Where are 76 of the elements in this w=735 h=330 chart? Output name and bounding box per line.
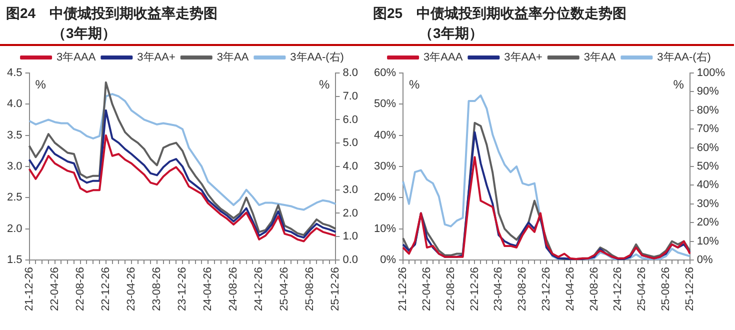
y2-tick-label: 60% — [696, 142, 720, 154]
x-tick-label: 25-12-26 — [330, 266, 342, 312]
chart-title: 图25 中债城投到期收益率分位数走势图 — [373, 4, 628, 23]
y2-tick-label: 40% — [696, 179, 720, 192]
y-tick-label: 60% — [374, 67, 396, 80]
legend-label: 3年AA+ — [504, 52, 542, 64]
y2-tick-label: 1.0 — [342, 230, 358, 243]
x-tick-label: 22-12-26 — [468, 266, 481, 312]
y2-tick-label: 30% — [696, 198, 720, 210]
x-tick-label: 22-08-26 — [444, 266, 457, 312]
x-tick-label: 25-08-26 — [304, 266, 316, 312]
x-tick-label: 22-12-26 — [100, 266, 112, 312]
y2-tick-label: 10% — [696, 235, 720, 248]
legend-label: 3年AA-(右) — [290, 52, 344, 64]
x-tick-label: 24-08-26 — [228, 266, 240, 312]
x-tick-label: 21-12-26 — [23, 266, 36, 312]
y-tick-label: 30% — [374, 160, 396, 173]
y-tick-label: 3.5 — [6, 129, 22, 142]
x-tick-label: 25-12-26 — [684, 266, 696, 312]
y2-tick-label: 5.0 — [342, 137, 358, 150]
legend-label: 3年AA — [584, 52, 616, 64]
y2-axis-title: % — [673, 77, 684, 92]
y-tick-label: 20% — [374, 192, 396, 204]
x-tick-label: 23-08-26 — [516, 266, 529, 312]
x-tick-label: 24-04-26 — [202, 266, 214, 312]
y-tick-label: 0% — [380, 254, 396, 266]
x-tick-label: 22-04-26 — [420, 266, 433, 312]
y-tick-label: 3.0 — [6, 160, 22, 173]
legend-label: 3年AA+ — [137, 52, 176, 64]
y-tick-label: 50% — [374, 98, 396, 110]
y-axis-title: % — [35, 77, 46, 92]
y-axis-title: % — [409, 77, 420, 92]
x-tick-label: 22-08-26 — [74, 266, 86, 312]
x-tick-label: 24-12-26 — [612, 266, 624, 312]
y2-tick-label: 7.0 — [342, 90, 358, 102]
x-tick-label: 25-04-26 — [636, 266, 648, 312]
x-tick-label: 24-04-26 — [564, 266, 576, 312]
y2-tick-label: 100% — [696, 67, 726, 80]
x-tick-label: 22-04-26 — [48, 266, 61, 312]
y2-tick-label: 0% — [696, 254, 713, 266]
y2-tick-label: 3.0 — [342, 184, 358, 196]
y-tick-label: 2.5 — [6, 192, 22, 204]
y-tick-label: 4.0 — [6, 98, 22, 110]
y-tick-label: 1.5 — [6, 254, 22, 266]
y2-tick-label: 80% — [696, 104, 720, 116]
x-tick-label: 23-04-26 — [492, 266, 505, 312]
y2-tick-label: 20% — [696, 216, 720, 229]
y2-tick-label: 0.0 — [342, 254, 358, 266]
legend-label: 3年AA-(右) — [657, 52, 711, 64]
y2-tick-label: 70% — [696, 123, 720, 136]
y2-tick-label: 8.0 — [342, 67, 358, 80]
y-tick-label: 10% — [374, 222, 396, 235]
y2-tick-label: 2.0 — [342, 207, 358, 220]
x-tick-label: 25-08-26 — [660, 266, 672, 312]
y2-axis-title: % — [319, 77, 330, 92]
y2-tick-label: 6.0 — [342, 114, 358, 126]
x-tick-label: 21-12-26 — [397, 266, 410, 312]
y-tick-label: 4.5 — [6, 67, 22, 80]
legend-label: 3年AA — [216, 52, 250, 64]
chart-subtitle: （3年期） — [51, 24, 117, 43]
y2-tick-label: 4.0 — [342, 160, 358, 173]
x-tick-label: 23-12-26 — [176, 266, 189, 312]
y2-tick-label: 50% — [696, 160, 720, 173]
x-tick-label: 23-04-26 — [125, 266, 138, 312]
chart-subtitle: （3年期） — [418, 24, 484, 43]
y2-tick-label: 90% — [696, 86, 720, 98]
legend-label: 3年AAA — [424, 52, 464, 64]
y-tick-label: 2.0 — [6, 222, 22, 235]
x-tick-label: 24-08-26 — [588, 266, 600, 312]
x-tick-label: 23-08-26 — [150, 266, 163, 312]
legend-label: 3年AAA — [56, 52, 96, 64]
x-tick-label: 23-12-26 — [540, 266, 552, 312]
chart-title: 图24 中债城投到期收益率走势图 — [6, 4, 219, 23]
x-tick-label: 24-12-26 — [253, 266, 266, 312]
y-tick-label: 40% — [374, 129, 396, 142]
x-tick-label: 25-04-26 — [278, 266, 291, 312]
